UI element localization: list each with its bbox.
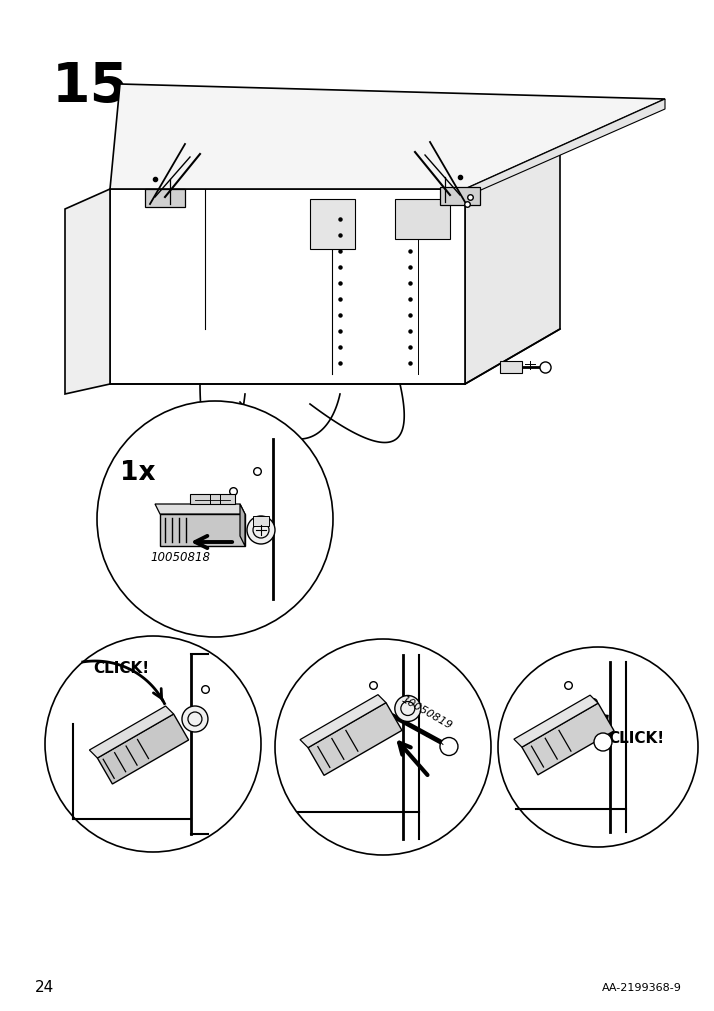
Text: 1x: 1x xyxy=(120,460,156,485)
Circle shape xyxy=(45,636,261,852)
Polygon shape xyxy=(155,504,245,515)
Text: AA-2199368-9: AA-2199368-9 xyxy=(602,982,682,992)
Circle shape xyxy=(594,733,612,751)
Circle shape xyxy=(498,647,698,847)
Polygon shape xyxy=(89,707,174,758)
Polygon shape xyxy=(522,704,614,775)
Text: CLICK!: CLICK! xyxy=(608,730,664,745)
Polygon shape xyxy=(110,190,465,384)
Polygon shape xyxy=(308,703,402,775)
Polygon shape xyxy=(65,190,110,394)
Circle shape xyxy=(97,401,333,637)
Circle shape xyxy=(247,517,275,545)
Polygon shape xyxy=(240,504,245,547)
Text: 10050819: 10050819 xyxy=(399,694,453,731)
Bar xyxy=(500,362,522,374)
Circle shape xyxy=(182,707,208,732)
Polygon shape xyxy=(110,134,560,190)
Circle shape xyxy=(275,639,491,855)
Polygon shape xyxy=(160,515,245,547)
Bar xyxy=(253,517,269,527)
Bar xyxy=(210,494,220,504)
Polygon shape xyxy=(514,696,598,747)
Text: CLICK!: CLICK! xyxy=(93,660,149,675)
Polygon shape xyxy=(465,134,560,384)
Bar xyxy=(145,190,185,208)
Bar xyxy=(190,494,235,504)
Text: 24: 24 xyxy=(35,980,54,995)
Text: 10050818: 10050818 xyxy=(150,550,210,563)
Polygon shape xyxy=(300,695,386,748)
Circle shape xyxy=(395,696,421,722)
Polygon shape xyxy=(110,85,665,190)
Bar xyxy=(310,200,355,250)
Bar xyxy=(440,188,480,206)
Circle shape xyxy=(440,738,458,756)
Polygon shape xyxy=(97,715,188,785)
Polygon shape xyxy=(465,100,665,198)
Bar xyxy=(395,200,450,240)
Text: 15: 15 xyxy=(52,60,129,114)
